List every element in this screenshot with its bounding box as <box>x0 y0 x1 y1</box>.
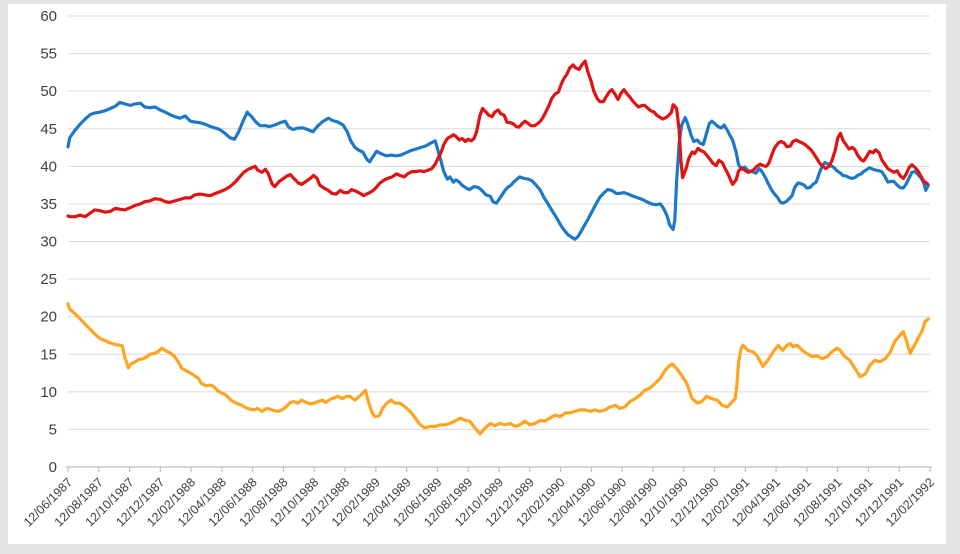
blue-line-series <box>66 100 930 241</box>
y-axis-label: 40 <box>40 158 57 175</box>
y-axis-label: 20 <box>40 309 57 326</box>
y-axis-label: 25 <box>40 271 57 288</box>
y-axis-label: 15 <box>40 346 57 363</box>
y-axis-label: 55 <box>40 46 57 63</box>
y-axis-label: 0 <box>49 459 57 476</box>
y-axis-label: 50 <box>40 83 57 100</box>
y-axis-label: 10 <box>40 384 57 401</box>
y-axis-label: 45 <box>40 121 57 138</box>
orange-line-series <box>66 302 930 436</box>
red-line-series <box>66 59 930 219</box>
chart-canvas <box>8 4 946 544</box>
y-axis-label: 30 <box>40 234 57 251</box>
y-axis-label: 5 <box>49 421 57 438</box>
y-axis-label: 60 <box>40 8 57 25</box>
y-axis-label: 35 <box>40 196 57 213</box>
